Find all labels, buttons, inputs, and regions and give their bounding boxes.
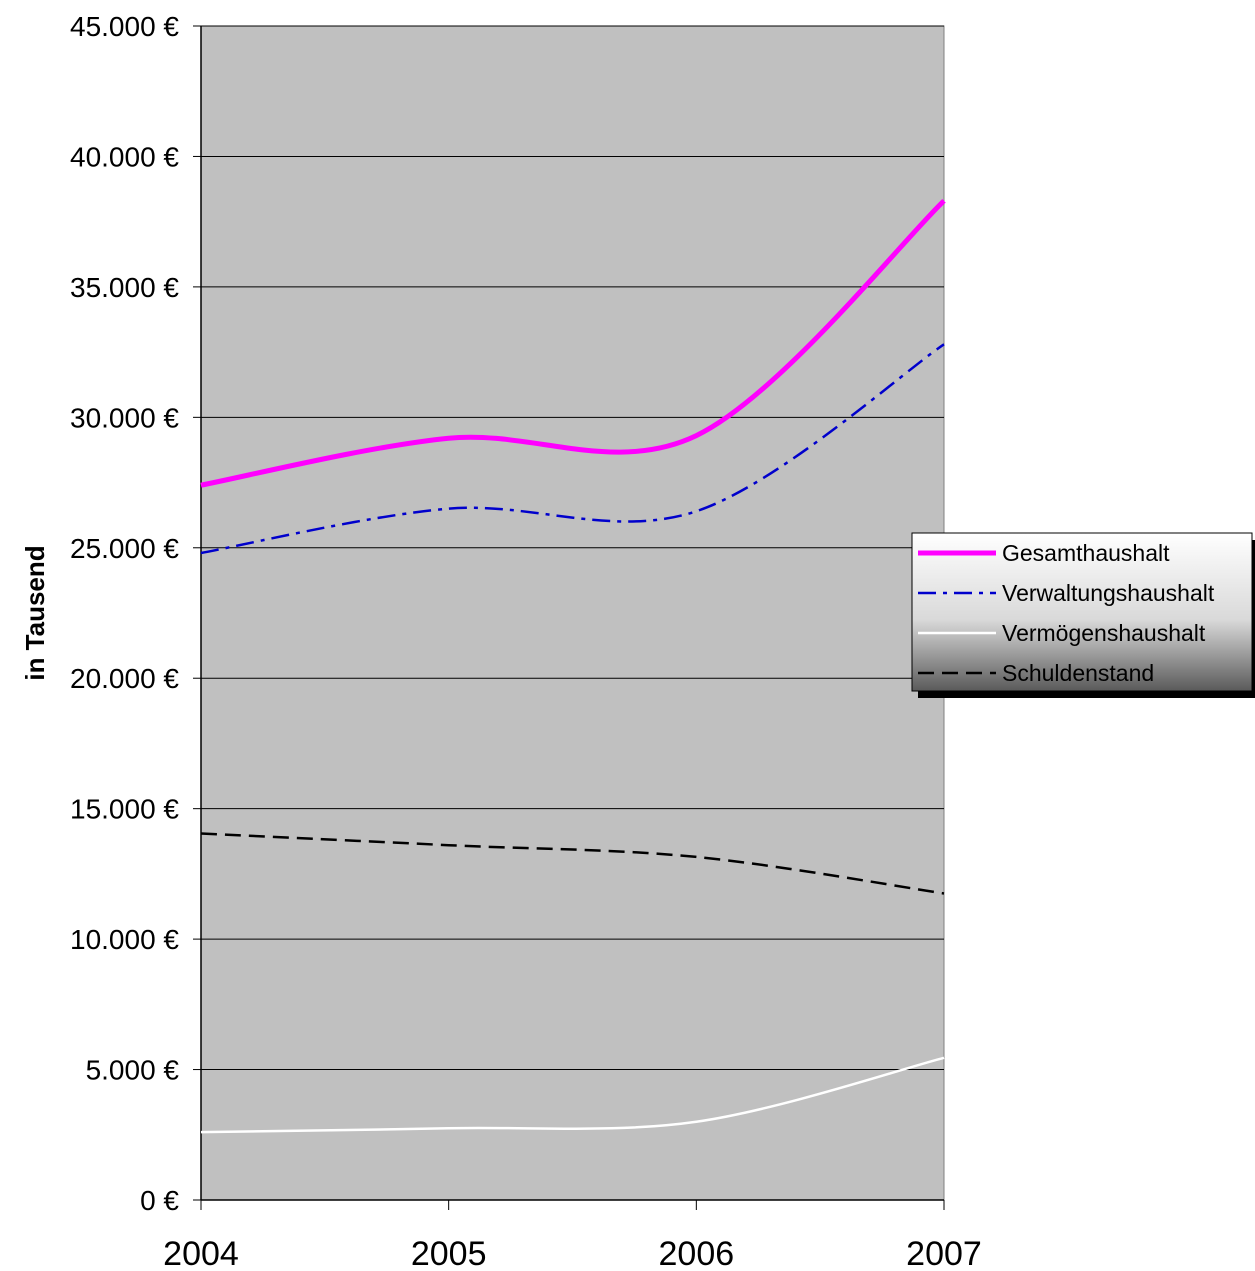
x-tick-label: 2004 (163, 1235, 239, 1271)
series-line-vermögenshaushalt (200, 1056, 945, 1134)
y-axis-ticks: 0 € 5.000 € 10.000 € 15.000 € 20.000 € 25.000… (70, 11, 201, 1216)
plot-area (200, 25, 945, 1201)
y-tick-label: 25.000 € (70, 533, 179, 564)
series-line-gesamthaushalt (200, 198, 946, 488)
x-tick-label: 2005 (411, 1235, 487, 1271)
legend-label: Schuldenstand (1002, 660, 1154, 686)
x-axis-ticks: 2004 2005 2006 2007 (163, 1200, 982, 1271)
legend-label: Vermögenshaushalt (1002, 620, 1206, 646)
legend-label: Verwaltungshaushalt (1002, 580, 1215, 606)
y-tick-label: 5.000 € (86, 1055, 180, 1086)
y-tick-label: 35.000 € (70, 272, 179, 303)
x-tick-label: 2007 (906, 1235, 982, 1271)
gridlines (201, 25, 944, 1071)
y-tick-label: 40.000 € (70, 141, 179, 172)
y-tick-label: 10.000 € (70, 924, 179, 955)
series-line-schuldenstand (200, 832, 945, 895)
legend: Gesamthaushalt Verwaltungshaushalt Vermöge… (911, 532, 1255, 698)
y-tick-label: 15.000 € (70, 794, 179, 825)
y-tick-label: 30.000 € (70, 402, 179, 433)
series-line-verwaltungshaushalt (200, 343, 945, 555)
y-tick-label: 20.000 € (70, 663, 179, 694)
x-tick-label: 2006 (659, 1235, 735, 1271)
y-tick-label: 45.000 € (70, 11, 179, 42)
series-lines (200, 198, 946, 1134)
y-axis-title: in Tausend (20, 545, 50, 680)
legend-box (911, 532, 1253, 692)
axes (200, 26, 944, 1201)
legend-label: Gesamthaushalt (1002, 540, 1170, 566)
y-tick-label: 0 € (140, 1185, 179, 1216)
